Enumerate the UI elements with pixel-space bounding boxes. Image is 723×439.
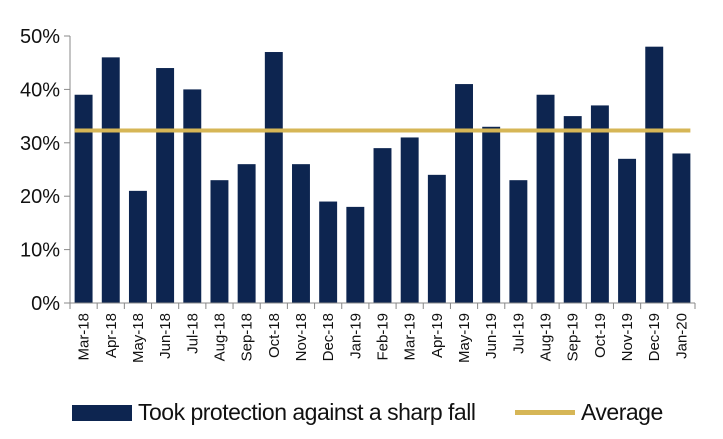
y-tick-label: 40%: [20, 79, 60, 101]
bar: [672, 153, 691, 303]
bar: [101, 57, 120, 303]
bar: [645, 46, 664, 304]
bar: [128, 190, 147, 303]
x-tick-label: Dec-18: [320, 313, 337, 361]
legend-label-average: Average: [581, 399, 663, 425]
bar: [74, 94, 93, 304]
bar: [346, 206, 365, 303]
bar: [482, 126, 501, 303]
y-tick-label: 50%: [20, 26, 60, 48]
legend-item-bar: Took protection against a sharp fall: [72, 399, 476, 426]
y-tick-label: 10%: [20, 240, 60, 262]
legend-item-average: Average: [515, 399, 663, 426]
y-tick-label: 0%: [31, 293, 60, 315]
x-tick-label: Jun-19: [483, 313, 500, 359]
bar: [590, 105, 609, 303]
bar: [210, 180, 229, 303]
bar: [427, 174, 446, 303]
bar: [319, 201, 338, 303]
legend: Took protection against a sharp fall Ave…: [0, 395, 723, 435]
bar: [455, 84, 473, 303]
y-axis-ticks: 0% 10% 20% 30% 40% 50%: [20, 26, 70, 315]
x-tick-label: Jul-18: [184, 313, 201, 354]
x-tick-label: Mar-19: [402, 313, 419, 361]
bar-chart: 0% 10% 20% 30% 40% 50% Mar-18 Apr-18 May-18 Jun-…: [20, 26, 696, 363]
x-tick-label: Oct-18: [266, 313, 283, 358]
x-tick-label: Jan-20: [673, 313, 690, 359]
bar: [292, 164, 310, 303]
bar: [509, 180, 528, 303]
x-axis-ticks: Mar-18 Apr-18 May-18 Jun-18 Jul-18 Aug-18 Sep-…: [69, 303, 696, 363]
y-tick-label: 20%: [20, 186, 60, 208]
x-tick-label: Nov-19: [619, 313, 636, 361]
x-tick-label: Apr-18: [103, 313, 120, 358]
bar: [237, 164, 256, 303]
y-tick-label: 30%: [20, 133, 60, 155]
x-tick-label: Jul-19: [510, 313, 527, 354]
x-tick-label: Aug-19: [538, 313, 555, 361]
x-tick-label: Mar-18: [76, 313, 93, 361]
legend-swatch-average: [515, 410, 575, 415]
x-tick-label: Jan-19: [347, 313, 364, 359]
bar: [400, 137, 419, 303]
x-tick-label: Aug-18: [211, 313, 228, 361]
x-tick-label: Dec-19: [646, 313, 663, 361]
bar: [183, 89, 202, 304]
x-tick-label: Sep-19: [565, 313, 582, 361]
x-tick-label: May-18: [130, 313, 147, 363]
bar: [373, 148, 392, 303]
bar: [156, 68, 175, 303]
x-tick-label: Apr-19: [429, 313, 446, 358]
x-tick-label: Sep-18: [239, 313, 256, 361]
x-tick-label: Nov-18: [293, 313, 310, 361]
x-tick-label: Oct-19: [592, 313, 609, 358]
x-tick-label: May-19: [456, 313, 473, 363]
x-tick-label: Feb-19: [375, 313, 392, 361]
bar: [264, 52, 283, 303]
legend-label-bar: Took protection against a sharp fall: [138, 399, 476, 425]
bar: [618, 158, 637, 303]
legend-swatch-bar: [72, 404, 132, 421]
bar: [563, 116, 582, 303]
bars: [74, 46, 691, 304]
bar: [536, 94, 555, 304]
x-tick-label: Jun-18: [157, 313, 174, 359]
